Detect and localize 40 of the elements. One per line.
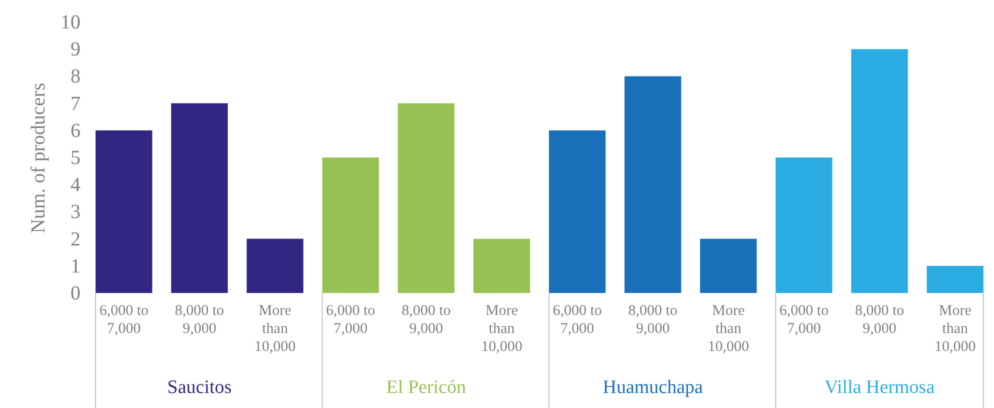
bar [926, 266, 984, 293]
y-tick-label: 8 [70, 66, 80, 88]
text: Saucitos [167, 377, 232, 398]
y-tick-label: 10 [60, 12, 80, 34]
x-tick-label: 8,000 to 9,000 [628, 303, 678, 337]
bar [700, 238, 757, 293]
y-tick-label: 6 [70, 120, 80, 142]
x-tick-label: More than 10,000 [934, 303, 976, 355]
x-tick-label: 8,000 to 9,000 [174, 303, 224, 337]
x-tick-label: More than 10,000 [481, 303, 522, 355]
bar [473, 238, 530, 293]
y-tick-label: 2 [70, 228, 80, 250]
bar [851, 49, 908, 293]
bar [624, 76, 682, 293]
y-tick-label: 9 [70, 38, 80, 61]
x-tick-label: 8,000 to 9,000 [402, 303, 451, 337]
y-tick-label: 4 [70, 174, 80, 196]
x-tick-label: 6,000 to 7,000 [779, 303, 829, 337]
x-tick-label: 6,000 to 7,000 [99, 303, 148, 337]
x-tick-label: 8,000 to 9,000 [854, 303, 904, 337]
x-tick-label: More than 10,000 [708, 303, 750, 355]
y-tick-label: 1 [70, 255, 80, 278]
bar [776, 158, 832, 293]
y-tick-label: 3 [70, 201, 80, 224]
text: Huamuchapa [602, 377, 704, 398]
bar [171, 103, 228, 293]
x-tick-label: More than 10,000 [254, 303, 296, 355]
bar [322, 158, 379, 293]
bar [398, 103, 454, 293]
y-tick-label: 7 [70, 92, 80, 115]
x-tick-label: 6,000 to 7,000 [552, 303, 602, 337]
text: Villa Hermosa [824, 377, 936, 398]
y-tick-label: 5 [70, 147, 80, 169]
text: El Pericón [386, 377, 466, 398]
x-tick-label: 6,000 to 7,000 [326, 303, 376, 337]
y-tick-label: 0 [70, 282, 80, 304]
bar [246, 238, 304, 293]
y-axis-title: Num. of producers [28, 82, 50, 234]
bar [548, 130, 606, 293]
bar [96, 130, 152, 293]
